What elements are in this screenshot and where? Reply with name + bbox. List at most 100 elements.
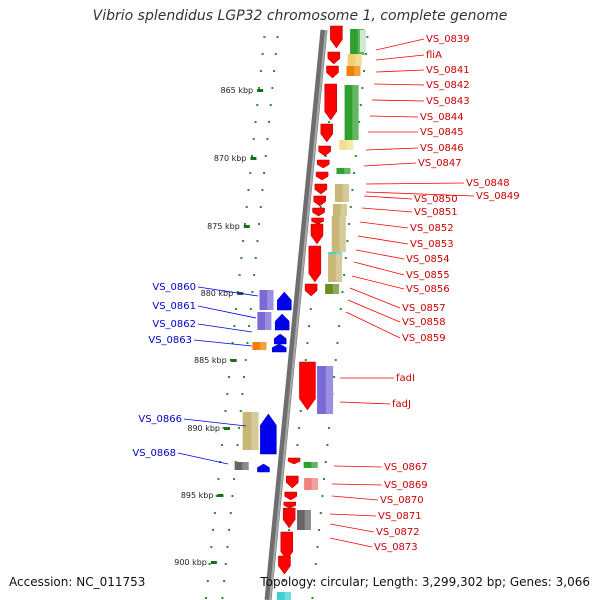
guide-dot (319, 206, 322, 208)
leader-line (355, 249, 405, 260)
gene-label: VS_0848 (466, 178, 510, 189)
guide-dot (249, 308, 252, 310)
guide-dot (247, 189, 250, 191)
leader-line (375, 69, 425, 73)
gene-label: fadJ (392, 399, 411, 410)
chromosome-backbone (264, 29, 328, 600)
guide-dot (240, 257, 243, 259)
guide-dot (266, 138, 269, 140)
guide-dot (245, 206, 248, 208)
leader-line (375, 54, 425, 61)
guide-dot (222, 427, 225, 429)
leader-line (365, 147, 419, 151)
gene-box (328, 254, 343, 282)
guide-dot (233, 325, 236, 327)
gene-arrow-red (286, 475, 299, 489)
gene-box-shade (344, 168, 351, 174)
guide-dot (221, 597, 224, 599)
guide-dot (241, 393, 244, 395)
gene-label: VS_0852 (410, 223, 454, 234)
guide-dot (256, 104, 259, 106)
gene-label: VS_0870 (380, 495, 424, 506)
gene-box (332, 204, 347, 216)
guide-dot (253, 274, 256, 276)
leader-line (375, 38, 425, 51)
guide-dot (271, 87, 274, 89)
accession-text: Accession: NC_011753 (9, 575, 146, 589)
guide-dot (238, 427, 241, 429)
guide-dot (363, 70, 366, 72)
gene-label: VS_0855 (406, 270, 450, 281)
guide-dot (328, 427, 331, 429)
guide-dot (210, 546, 213, 548)
gene-label: VS_0860 (152, 282, 196, 293)
guide-dot (263, 172, 266, 174)
leader-line (197, 323, 253, 333)
gene-arrow-red (310, 223, 324, 245)
guide-dot (268, 121, 271, 123)
guide-dot (251, 155, 253, 157)
guide-dot (269, 104, 272, 106)
guide-dot (243, 223, 246, 225)
gene-arrow-red (312, 207, 325, 217)
gene-arrow-red (284, 491, 297, 501)
guide-dot (339, 308, 342, 310)
gene-box-shade (340, 204, 347, 216)
gene-arrow-red (311, 217, 324, 225)
gene-label: VS_0842 (426, 80, 470, 91)
guide-dot (319, 512, 322, 514)
gene-arrow-red (324, 83, 337, 121)
guide-dot (351, 189, 354, 191)
guide-dot (238, 274, 241, 276)
leader-line (365, 191, 475, 197)
gene-arrow-red (326, 65, 339, 79)
guide-dot (341, 291, 344, 293)
guide-dot (251, 291, 254, 293)
ruler-label: 900 kbp (174, 558, 207, 567)
gene-box-purple-shade (265, 312, 272, 330)
guide-dot (364, 53, 367, 55)
gene-label: VS_0850 (414, 194, 458, 205)
guide-dot (366, 36, 369, 38)
gene-label: VS_0854 (406, 254, 450, 265)
leader-line (365, 182, 465, 185)
guide-dot (298, 427, 301, 429)
guide-dot (354, 155, 357, 157)
guide-dot (231, 342, 234, 344)
guide-dot (226, 546, 229, 548)
gene-box-grey (296, 510, 311, 530)
leader-line (363, 195, 413, 200)
leader-line (371, 99, 425, 102)
guide-dot (324, 461, 327, 463)
gene-label: VS_0862 (152, 319, 196, 330)
guide-dot (259, 206, 262, 208)
label-leaders (177, 38, 475, 548)
gene-label: VS_0868 (132, 448, 176, 459)
guide-dot (220, 444, 223, 446)
leader-line (331, 483, 383, 486)
gene-label: VS_0867 (384, 462, 428, 473)
guide-dot (231, 495, 234, 497)
guide-dot (321, 495, 324, 497)
leader-line (347, 299, 401, 323)
guide-dot (296, 444, 299, 446)
guide-dot (283, 580, 286, 582)
gene-label: VS_0856 (406, 284, 450, 295)
gene-box-shade (339, 216, 346, 252)
guide-dot (256, 240, 259, 242)
gene-arrow-red (278, 555, 291, 575)
guide-dot (304, 359, 307, 361)
guide-dot (323, 478, 326, 480)
guide-dot (336, 342, 339, 344)
leader-line (359, 221, 409, 229)
gene-box (304, 478, 319, 490)
guide-dot (205, 597, 208, 599)
gene-label: VS_0843 (426, 96, 470, 107)
leader-line (329, 513, 377, 517)
guide-dot (258, 87, 261, 89)
guide-dot (308, 325, 311, 327)
gene-arrow-red (304, 283, 318, 297)
guide-dot (273, 70, 276, 72)
leader-line (363, 162, 417, 167)
guide-dot (259, 70, 262, 72)
